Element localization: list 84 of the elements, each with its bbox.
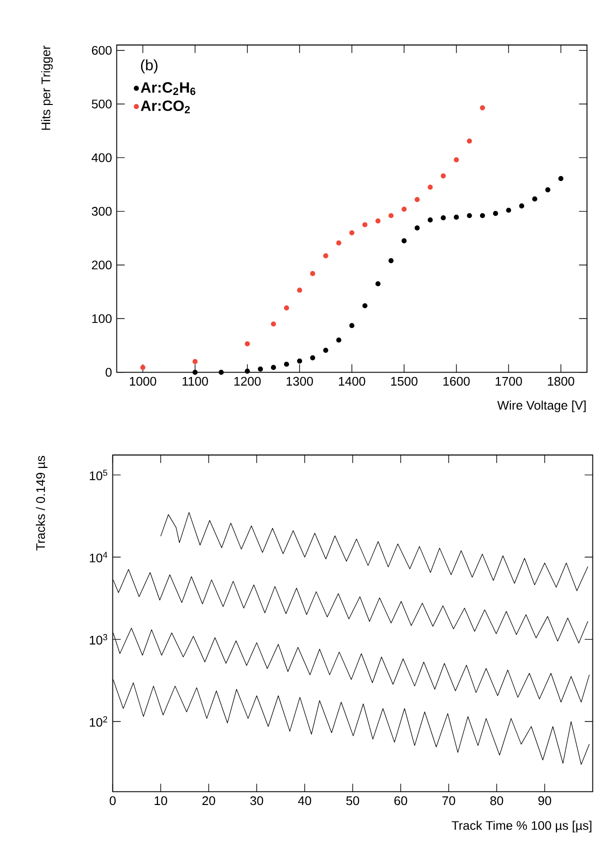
y-tick-label: 100 [92, 314, 112, 324]
y-tick-label: 400 [92, 153, 112, 162]
point [362, 222, 368, 228]
x-axis-title: Track Time % 100 µs [µs] [452, 820, 592, 832]
point [428, 184, 433, 190]
x-tick-label: 60 [394, 796, 408, 806]
point [323, 348, 328, 353]
legend-label: Ar:C$_{2}$H$_{6}$ [140, 82, 196, 96]
line-series [160, 512, 588, 592]
point [388, 213, 394, 218]
y-tick-label: 300 [92, 206, 112, 216]
x-tick-label: 20 [202, 796, 216, 806]
x-tick-label: 50 [346, 796, 360, 806]
x-tick-label: 1100 [182, 376, 208, 386]
point [349, 230, 354, 236]
point [480, 105, 486, 110]
x-tick-label: 10 [154, 796, 168, 806]
point [375, 218, 381, 224]
x-tick-label: 40 [298, 796, 312, 806]
y-tick-label: 10$^{4}$ [90, 552, 108, 562]
point [336, 338, 342, 343]
x-tick-label: 90 [538, 796, 552, 806]
y-tick-label: 10$^{3}$ [90, 634, 108, 645]
point [493, 210, 498, 216]
point [323, 253, 328, 258]
x-tick-label: 1400 [338, 376, 366, 386]
point [218, 370, 224, 375]
x-tick-label: 30 [250, 796, 264, 806]
point [428, 217, 433, 222]
point [414, 225, 420, 231]
point [297, 358, 302, 364]
x-tick-label: 1200 [234, 376, 261, 386]
point [310, 355, 316, 360]
point [402, 206, 407, 212]
point [454, 157, 459, 162]
point [297, 288, 302, 293]
point [270, 321, 276, 327]
point [140, 364, 146, 370]
point [244, 341, 250, 346]
x-tick-label: 1600 [443, 376, 470, 386]
point [480, 213, 486, 218]
x-tick-label: 1700 [496, 376, 522, 386]
point [466, 138, 472, 144]
point [519, 203, 524, 209]
point [270, 364, 276, 370]
point [466, 213, 472, 218]
y-tick-label: 500 [92, 100, 112, 108]
x-tick-label: 1000 [130, 376, 156, 386]
x-tick-label: 1300 [286, 376, 313, 386]
y-axis-title: Tracks / 0.149 µs [36, 456, 48, 550]
y-tick-label: 10$^{2}$ [90, 716, 108, 727]
legend-label: Ar:CO$_{2}$ [140, 100, 190, 114]
y-tick-label: 10$^{5}$ [90, 470, 108, 480]
point [310, 271, 316, 276]
x-tick-label: 1500 [391, 376, 418, 386]
point [375, 281, 381, 286]
point [506, 208, 512, 213]
point [532, 196, 538, 202]
point [192, 359, 198, 364]
x-axis-title: Wire Voltage [V] [497, 400, 586, 412]
point [244, 368, 250, 374]
point [440, 173, 446, 178]
point [388, 258, 394, 264]
y-tick-label: 200 [92, 260, 112, 270]
point [284, 362, 290, 367]
x-tick-label: 1800 [548, 376, 574, 386]
point [284, 305, 290, 310]
y-axis-title: Hits per Trigger [41, 46, 53, 130]
point [454, 214, 459, 220]
y-tick-label: 600 [92, 46, 112, 55]
point [362, 303, 368, 308]
x-tick-label: 80 [490, 796, 504, 806]
point [402, 238, 407, 244]
point [336, 240, 342, 246]
point [349, 323, 354, 328]
point [440, 215, 446, 220]
point [192, 370, 198, 375]
point [414, 196, 420, 202]
annotation: (b) [141, 59, 158, 74]
y-tick-label: 0 [106, 368, 112, 377]
x-tick-label: 70 [442, 796, 456, 806]
point [258, 366, 263, 372]
point [545, 187, 550, 192]
point [558, 176, 564, 182]
